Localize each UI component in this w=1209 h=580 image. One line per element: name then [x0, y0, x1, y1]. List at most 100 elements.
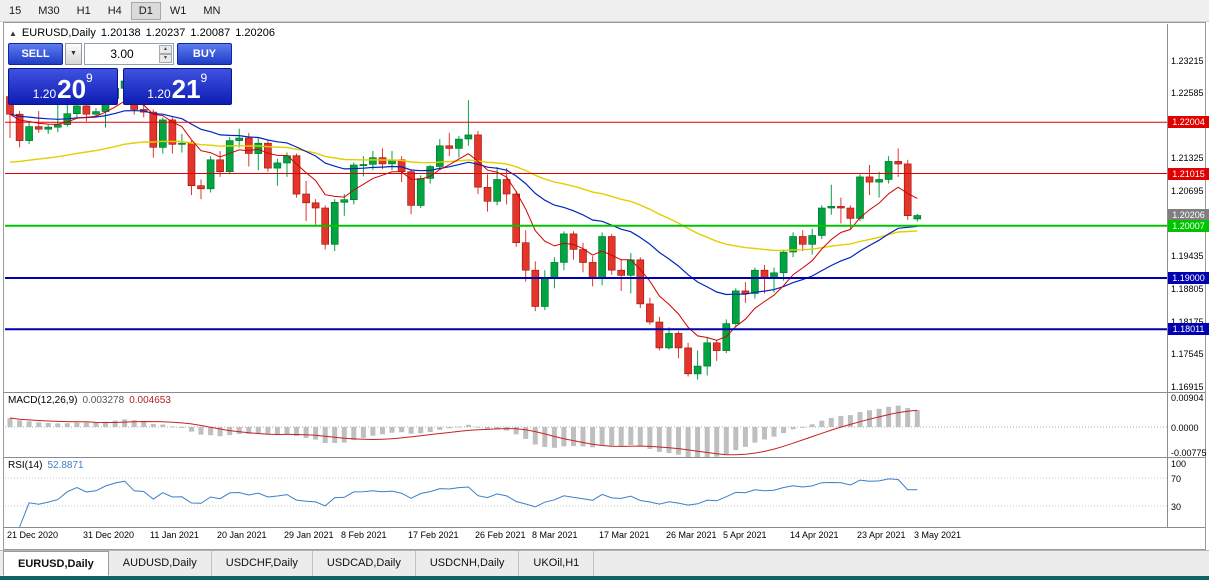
candle	[15, 113, 24, 141]
timeframe-button-w1[interactable]: W1	[169, 4, 187, 17]
price-level-badge: 1.21015	[1168, 168, 1209, 180]
candle	[798, 236, 807, 245]
candle	[913, 215, 922, 220]
sell-price-sup: 9	[86, 71, 93, 85]
candle	[330, 202, 339, 245]
buy-price-prefix: 1.20	[147, 87, 171, 101]
candle	[646, 303, 654, 323]
candle	[464, 134, 473, 140]
chart-tab-audusd-daily[interactable]: AUDUSD,Daily	[109, 551, 212, 576]
date-axis[interactable]: 21 Dec 2020 31 Dec 2020 11 Jan 2021 20 Jan …	[5, 530, 1167, 546]
ohlc-close: 1.20206	[235, 27, 275, 39]
pane-separator-macd[interactable]	[4, 392, 1205, 393]
sell-price-display[interactable]: 1.20 20 9	[8, 68, 118, 105]
candle	[540, 277, 549, 307]
buy-price-display[interactable]: 1.20 21 9	[122, 68, 232, 105]
candle	[598, 236, 606, 279]
candle	[34, 126, 43, 130]
candle	[521, 242, 530, 271]
candle	[378, 157, 387, 165]
candle	[149, 111, 158, 148]
candle	[340, 199, 349, 203]
candle	[349, 164, 358, 201]
price-chart-canvas[interactable]	[5, 24, 1167, 548]
collapse-panel-icon[interactable]: ▲	[9, 29, 17, 38]
price-axis-label: 1.18175	[1171, 317, 1204, 327]
candle	[779, 251, 788, 274]
chart-tab-ukoil-h1[interactable]: UKOil,H1	[519, 551, 595, 576]
candle	[435, 145, 444, 167]
sell-button[interactable]: SELL	[8, 43, 63, 65]
timeframe-button-h1[interactable]: H1	[76, 4, 91, 17]
date-axis-label: 20 Jan 2021	[217, 530, 267, 540]
chart-tab-usdcad-daily[interactable]: USDCAD,Daily	[313, 551, 416, 576]
candle	[426, 166, 435, 179]
rsi-axis-label: 30	[1171, 502, 1182, 512]
chart-tabs-bar: EURUSD,Daily AUDUSD,Daily USDCHF,Daily USDC…	[0, 550, 1209, 576]
candle	[225, 140, 234, 172]
date-axis-label: 8 Mar 2021	[532, 530, 578, 540]
candle	[817, 207, 826, 236]
candle	[808, 235, 817, 245]
status-strip	[0, 576, 1209, 580]
candle	[369, 157, 377, 165]
buy-button[interactable]: BUY	[177, 43, 232, 65]
spin-down-icon[interactable]: ▼	[159, 54, 172, 63]
candle	[884, 161, 893, 180]
price-axis-label: 1.21325	[1171, 153, 1204, 163]
rsi-indicator-label: RSI(14) 52.8871	[8, 460, 84, 471]
ohlc-high: 1.20237	[145, 27, 186, 39]
spin-up-icon[interactable]: ▲	[159, 45, 172, 54]
timeframe-button-d1[interactable]: D1	[130, 1, 161, 20]
candle	[607, 236, 616, 271]
timeframe-button-mn[interactable]: MN	[203, 4, 221, 17]
price-axis-label: 1.16915	[1171, 382, 1204, 392]
chart-header: ▲ EURUSD,Daily 1.20138 1.20237 1.20087 1.2020…	[9, 27, 275, 39]
pane-separator-rsi[interactable]	[4, 457, 1205, 458]
chart-tab-usdchf-daily[interactable]: USDCHF,Daily	[212, 551, 313, 576]
candle	[359, 164, 368, 167]
price-level-badge: 1.20206	[1168, 209, 1209, 221]
candle	[751, 269, 759, 294]
candle	[760, 269, 769, 279]
candle	[502, 179, 511, 195]
moving-averages-layer	[9, 100, 918, 341]
rsi-layer	[5, 477, 1167, 528]
candle	[560, 233, 568, 263]
chart-symbol-title: EURUSD,Daily	[21, 27, 96, 39]
candle	[254, 142, 263, 154]
price-level-badge: 1.19000	[1168, 272, 1209, 284]
one-click-trading-panel: SELL ▼ 3.00 ▲ ▼ BUY 1.20 20 9 1.20 21 9	[8, 43, 232, 107]
timeframe-button-15[interactable]: 15	[9, 4, 22, 17]
price-axis-label: 1.23215	[1171, 56, 1204, 66]
price-axis-border	[1167, 24, 1168, 527]
date-axis-label: 23 Apr 2021	[857, 530, 906, 540]
chart-tab-usdcnh-daily[interactable]: USDCNH,Daily	[416, 551, 520, 576]
volume-value: 3.00	[110, 47, 134, 61]
date-axis-label: 17 Mar 2021	[599, 530, 650, 540]
chart-tab-eurusd-daily[interactable]: EURUSD,Daily	[3, 551, 109, 576]
timeframe-button-h4[interactable]: H4	[107, 4, 122, 17]
volume-input[interactable]: 3.00 ▲ ▼	[84, 43, 174, 65]
candle	[73, 105, 81, 115]
date-axis-label: 3 May 2021	[914, 530, 962, 540]
date-axis-label: 17 Feb 2021	[408, 530, 459, 540]
price-axis[interactable]: 1.23215 1.22585 1.21325 1.20695 1.19435 1.188…	[1168, 24, 1209, 548]
macd-indicator-label: MACD(12,26,9) 0.003278 0.004653	[8, 395, 171, 406]
rsi-axis-label: 100	[1171, 459, 1187, 469]
candle	[550, 262, 559, 279]
price-axis-label: 1.20695	[1171, 186, 1204, 196]
date-axis-label: 26 Mar 2021	[666, 530, 717, 540]
candle	[674, 333, 683, 349]
candle	[44, 126, 53, 130]
date-axis-label: 11 Jan 2021	[150, 530, 199, 540]
candle	[273, 162, 282, 169]
rsi-axis-label: 70	[1171, 474, 1182, 484]
timeframe-button-m30[interactable]: M30	[38, 4, 60, 17]
candle	[617, 269, 626, 276]
candle	[693, 365, 702, 375]
candle	[703, 342, 712, 367]
volume-dropdown-button[interactable]: ▼	[65, 43, 82, 65]
candle	[731, 290, 740, 324]
